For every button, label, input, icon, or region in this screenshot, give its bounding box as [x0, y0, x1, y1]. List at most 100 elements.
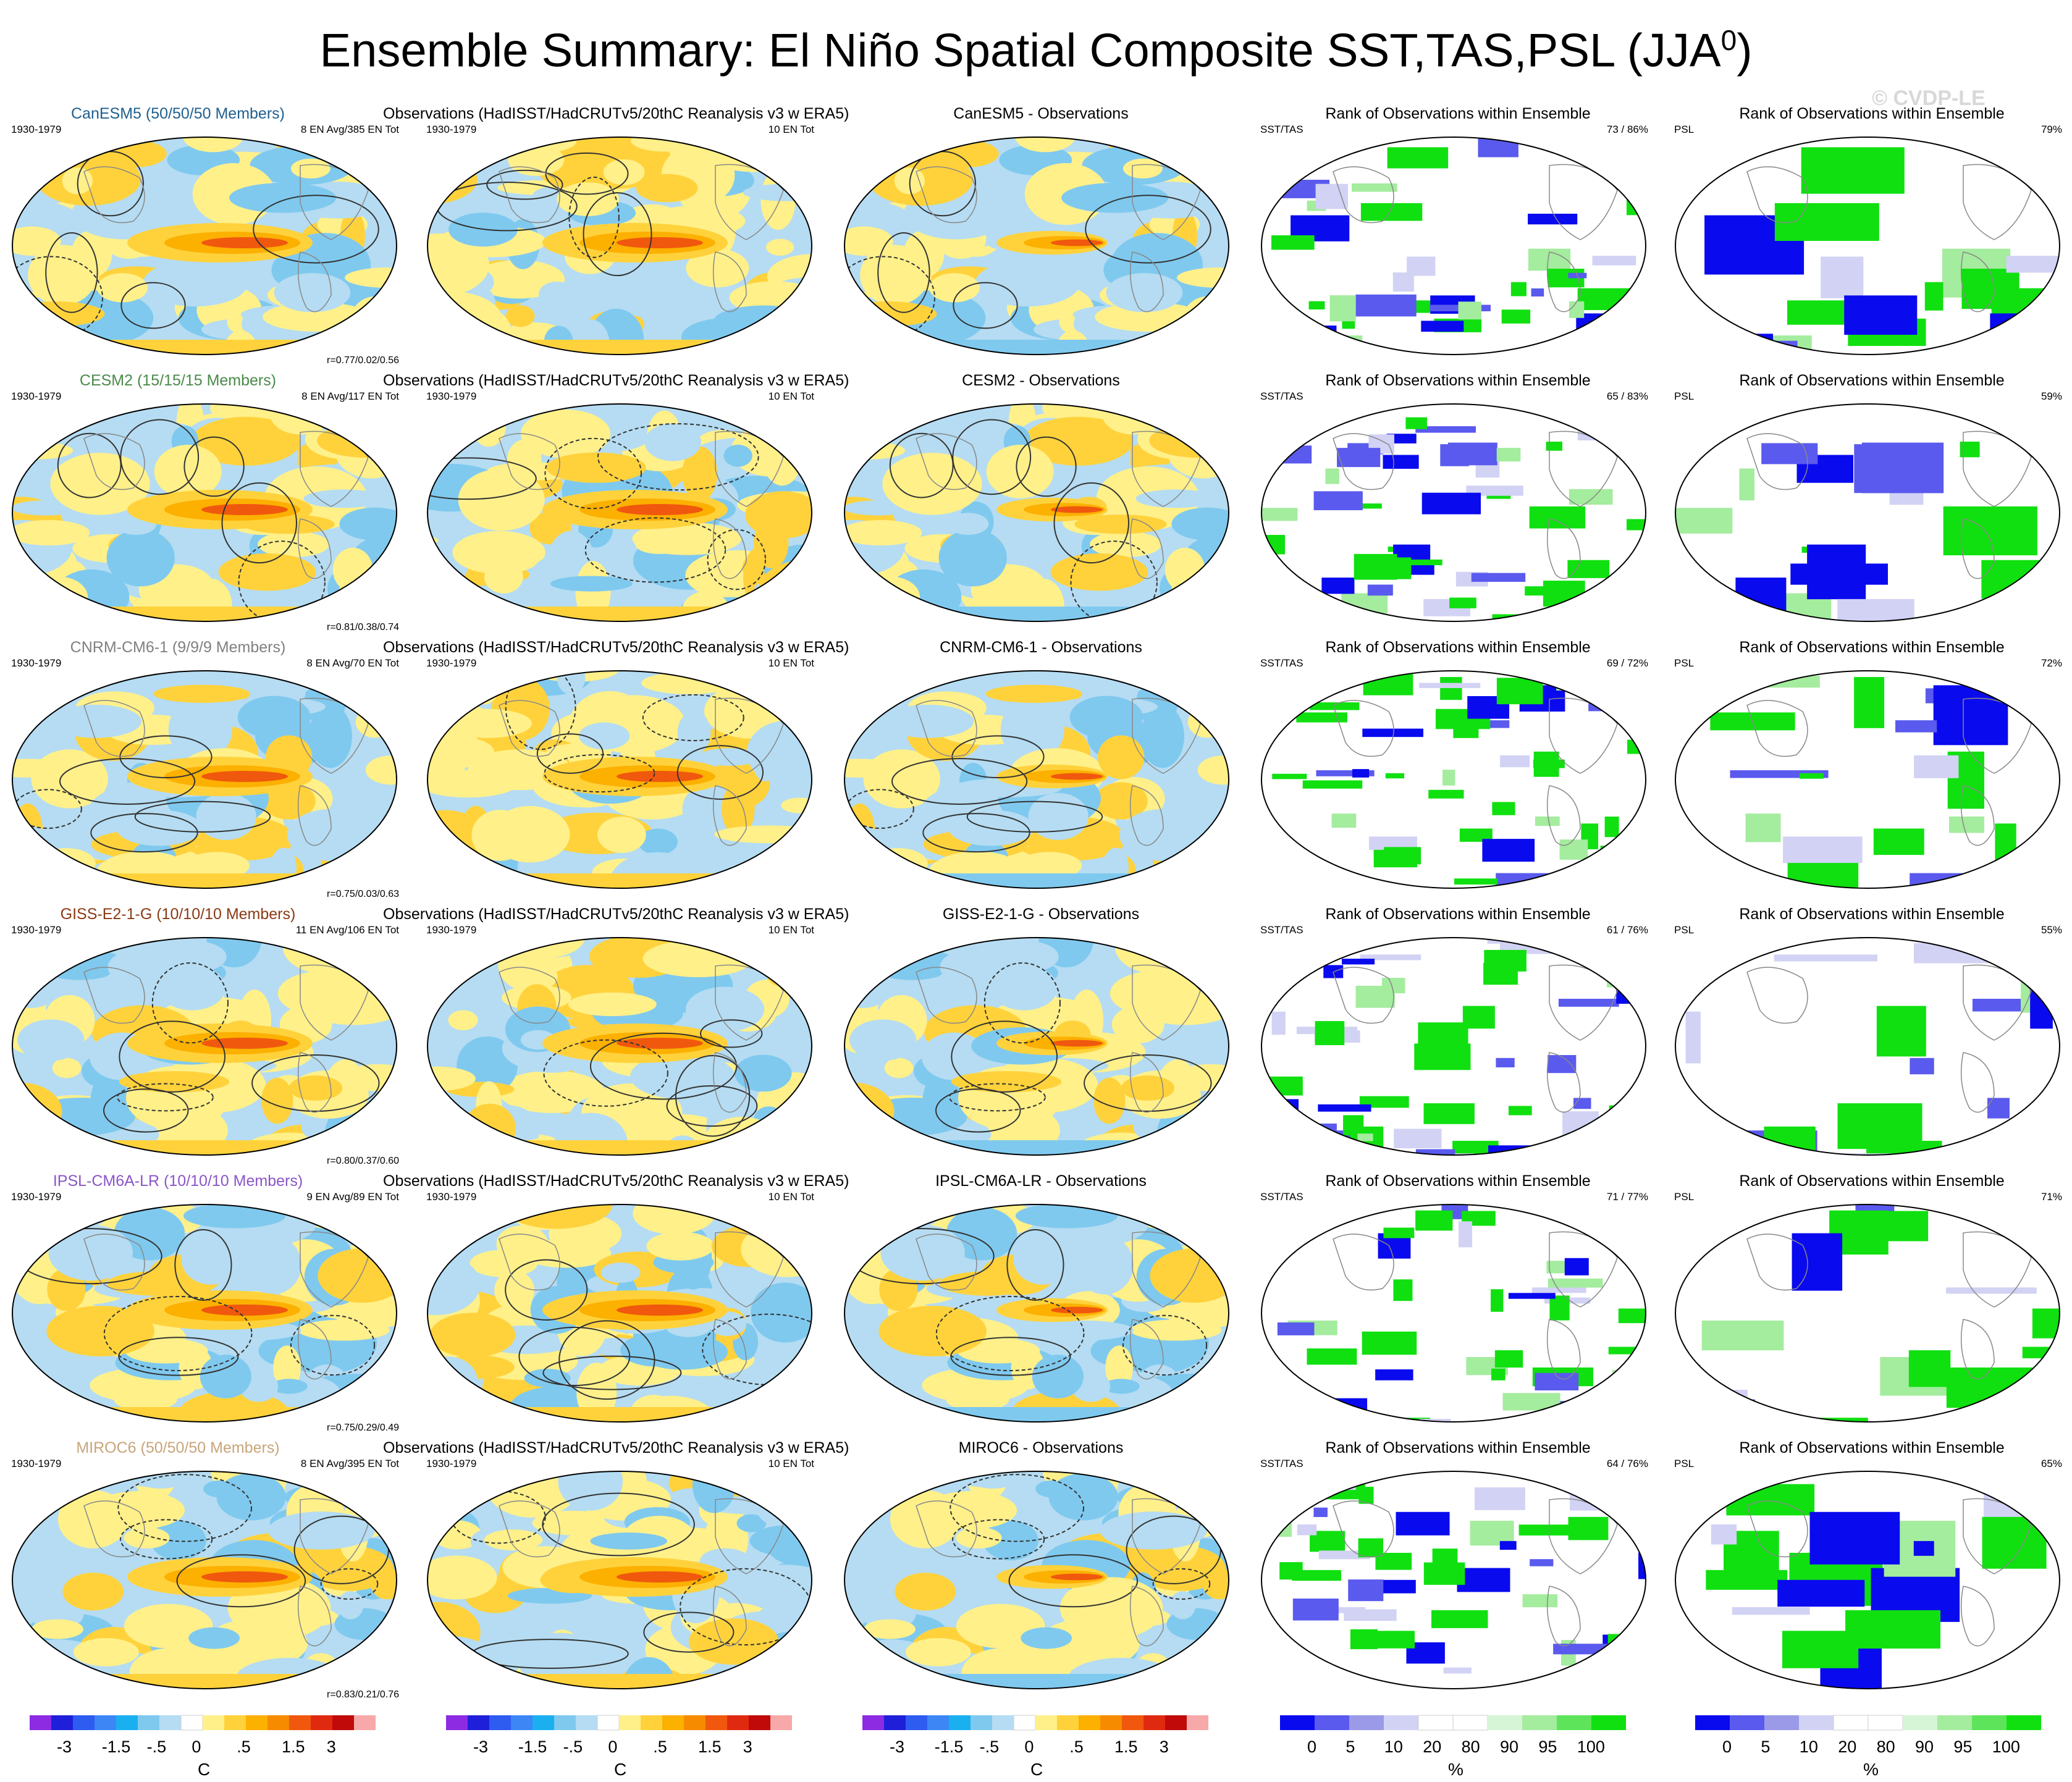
colorbar-tick-label: .5: [237, 1738, 251, 1756]
rank-sst-percent: 61 / 76%: [1606, 924, 1648, 936]
map-border: [12, 670, 397, 889]
rank-sst-percent: 65 / 83%: [1606, 390, 1648, 402]
colorbar-swatch: [684, 1715, 705, 1730]
rank-sst-panel: Rank of Observations within Ensemble SST/…: [1254, 1172, 1662, 1438]
rank-psl-percent: 72%: [2040, 657, 2062, 669]
obs-map: [427, 403, 812, 622]
colorbar-swatch: [770, 1715, 792, 1730]
rank-psl-label: PSL: [1674, 1458, 1695, 1469]
colorbar-swatch: [1187, 1715, 1208, 1730]
rank-sst-map: [1261, 937, 1646, 1156]
colorbar-swatch: [1100, 1715, 1122, 1730]
rank-psl-percent: 55%: [2040, 924, 2062, 936]
rank-sst-panel: Rank of Observations within Ensemble SST/…: [1254, 105, 1662, 371]
rank-sst-percent: 64 / 76%: [1606, 1458, 1648, 1469]
period-label: 1930-1979: [11, 924, 62, 936]
colorbar-swatch: [1972, 1715, 2007, 1730]
period-label: 1930-1979: [426, 1458, 477, 1469]
colorbar-swatch: [597, 1715, 620, 1731]
rank-sst-label: SST/TAS: [1260, 1191, 1303, 1203]
rank-psl-panel: Rank of Observations within Ensemble PSL 7…: [1668, 1172, 2072, 1438]
period-label: 1930-1979: [11, 124, 62, 135]
diff-panel: CanESM5 - Observations: [837, 105, 1245, 371]
rank-title: Rank of Observations within Ensemble: [1739, 639, 2005, 656]
map-border: [1261, 403, 1646, 622]
colorbar-swatch: [73, 1715, 95, 1730]
map-border: [844, 403, 1229, 622]
map-border: [1675, 403, 2060, 622]
map-border: [12, 403, 397, 622]
rank-title: Rank of Observations within Ensemble: [1739, 1172, 2005, 1190]
model-panel: CNRM-CM6-1 (9/9/9 Members) 1930-1979 8 EN …: [5, 639, 413, 904]
obs-map: [427, 937, 812, 1156]
rank-psl-label: PSL: [1674, 390, 1695, 402]
colorbar-swatch: [203, 1715, 224, 1730]
period-label: 1930-1979: [426, 124, 477, 135]
colorbar-tick-label: -3: [473, 1738, 489, 1756]
map-border: [1675, 1204, 2060, 1423]
obs-count: 10 EN Tot: [768, 124, 814, 135]
watermark: © CVDP-LE: [1872, 86, 1986, 110]
diff-title: GISS-E2-1-G - Observations: [942, 906, 1140, 923]
pattern-correlation: r=0.75/0.03/0.63: [327, 889, 399, 899]
map-border: [1261, 137, 1646, 355]
colorbar-swatch: [533, 1715, 554, 1730]
rank-psl-label: PSL: [1674, 1191, 1695, 1203]
colorbar-tick-label: 0: [192, 1738, 201, 1756]
colorbar: -3 -1.5 -.5 0 .5 1.5 3 C: [862, 1714, 1208, 1782]
period-label: 1930-1979: [426, 657, 477, 669]
obs-panel: Observations (HadISST/HadCRUTv5/20thC Re…: [383, 906, 849, 1171]
colorbar-swatch: [927, 1715, 949, 1730]
period-label: 1930-1979: [426, 390, 477, 402]
rank-title: Rank of Observations within Ensemble: [1739, 372, 2005, 389]
colorbar-swatch: [727, 1715, 749, 1730]
base-rank-field: [1261, 1204, 1646, 1422]
rank-sst-map: [1261, 1204, 1646, 1423]
model-title: CanESM5 (50/50/50 Members): [71, 105, 285, 122]
diff-map: [844, 937, 1229, 1156]
colorbar-swatch: [1591, 1715, 1626, 1730]
colorbar-swatches: [446, 1715, 792, 1731]
rank-sst-panel: Rank of Observations within Ensemble SST/…: [1254, 906, 1662, 1171]
colorbar-swatches: [30, 1715, 376, 1731]
colorbar-swatch: [1557, 1715, 1591, 1730]
rank-psl-panel: Rank of Observations within Ensemble PSL 7…: [1668, 639, 2072, 904]
rank-title: Rank of Observations within Ensemble: [1325, 906, 1591, 923]
colorbar-unit: %: [1448, 1760, 1463, 1779]
member-count: 8 EN Avg/385 EN Tot: [300, 124, 399, 135]
map-border: [1261, 670, 1646, 889]
diff-panel: IPSL-CM6A-LR - Observations: [837, 1172, 1245, 1438]
rank-sst-percent: 73 / 86%: [1606, 124, 1648, 135]
diff-panel: MIROC6 - Observations: [837, 1439, 1245, 1705]
colorbar-swatch: [1013, 1715, 1036, 1731]
model-title: MIROC6 (50/50/50 Members): [76, 1439, 280, 1456]
rank-sst-map: [1261, 1471, 1646, 1689]
colorbar-tick-label: -.5: [563, 1738, 583, 1756]
colorbar-tick-label: 3: [743, 1738, 752, 1756]
colorbar-swatch: [576, 1715, 597, 1730]
period-label: 1930-1979: [11, 1191, 62, 1203]
rank-psl-map: [1675, 937, 2060, 1156]
colorbar-swatch: [906, 1715, 927, 1730]
period-label: 1930-1979: [11, 657, 62, 669]
pattern-correlation: r=0.75/0.29/0.49: [327, 1423, 399, 1433]
colorbar-unit: C: [614, 1760, 627, 1779]
rank-sst-panel: Rank of Observations within Ensemble SST/…: [1254, 1439, 1662, 1705]
colorbar-swatch: [2007, 1715, 2041, 1730]
colorbar: 0 5 10 20 80 90 95 100%: [1280, 1714, 1626, 1782]
rank-psl-label: PSL: [1674, 657, 1695, 669]
colorbar-unit: %: [1863, 1760, 1879, 1779]
period-label: 1930-1979: [11, 390, 62, 402]
diff-map: [844, 403, 1229, 622]
map-border: [844, 670, 1229, 889]
colorbar-swatch: [311, 1715, 332, 1730]
obs-map: [427, 1204, 812, 1423]
colorbar-tick-label: 100: [1992, 1738, 2020, 1756]
colorbar-swatch: [1695, 1715, 1730, 1730]
map-border: [427, 1471, 812, 1689]
rank-psl-panel: Rank of Observations within Ensemble PSL 5…: [1668, 906, 2072, 1171]
map-border: [1675, 670, 2060, 889]
colorbar-swatches: [1695, 1715, 2041, 1731]
colorbar-tick-label: -3: [890, 1738, 905, 1756]
colorbar-swatch: [1522, 1715, 1557, 1730]
